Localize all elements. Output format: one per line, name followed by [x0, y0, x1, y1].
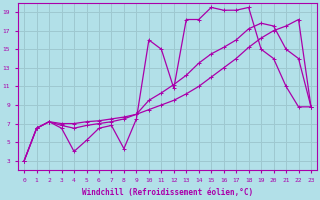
- X-axis label: Windchill (Refroidissement éolien,°C): Windchill (Refroidissement éolien,°C): [82, 188, 253, 197]
